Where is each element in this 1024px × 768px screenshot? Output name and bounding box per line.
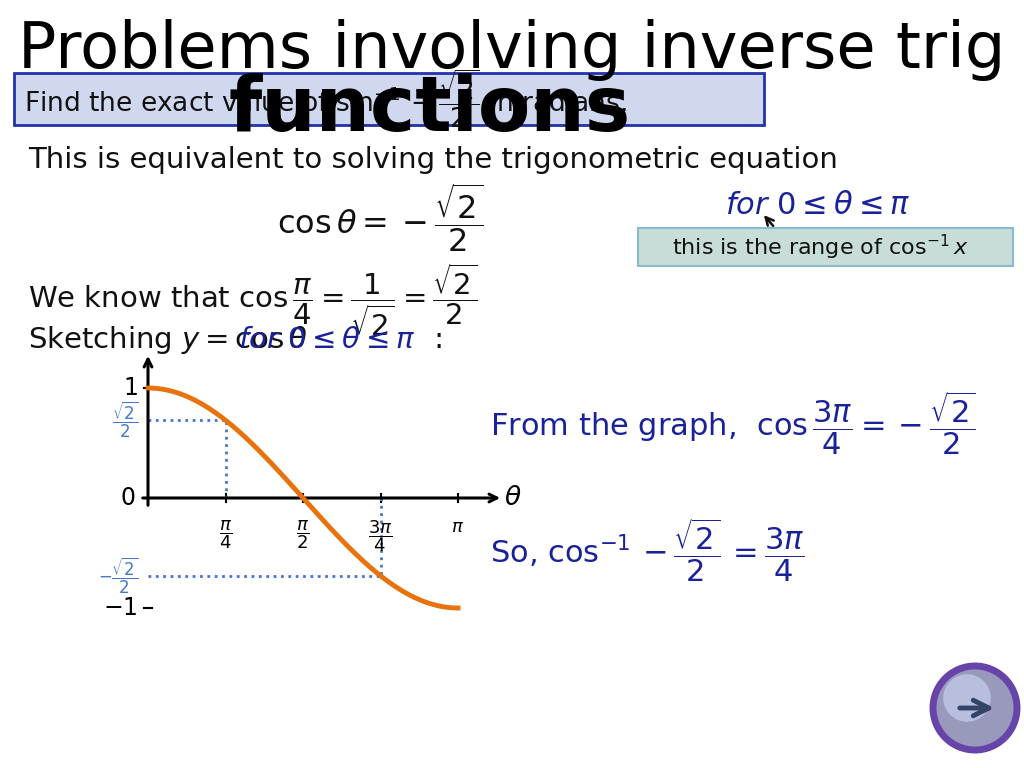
Circle shape bbox=[936, 669, 1014, 747]
Text: $\dfrac{\sqrt{2}}{2}$: $\dfrac{\sqrt{2}}{2}$ bbox=[112, 400, 138, 440]
Circle shape bbox=[944, 675, 990, 721]
Text: Problems involving inverse trig: Problems involving inverse trig bbox=[18, 19, 1006, 81]
Text: Find the exact value of $\sin^{-1}-\dfrac{\sqrt{2}}{2}$ in radians.: Find the exact value of $\sin^{-1}-\dfra… bbox=[24, 68, 627, 131]
Text: for $0 \leq \theta \leq \pi$: for $0 \leq \theta \leq \pi$ bbox=[238, 326, 415, 354]
Text: this is the range of $\cos^{-1}x$: this is the range of $\cos^{-1}x$ bbox=[672, 233, 969, 262]
Text: $-1$: $-1$ bbox=[103, 596, 138, 620]
Text: for $0 \leq \theta \leq \pi$: for $0 \leq \theta \leq \pi$ bbox=[725, 191, 910, 220]
FancyBboxPatch shape bbox=[638, 228, 1013, 266]
Text: We know that $\cos\dfrac{\pi}{4} = \dfrac{1}{\sqrt{2}} = \dfrac{\sqrt{2}}{2}$: We know that $\cos\dfrac{\pi}{4} = \dfra… bbox=[28, 262, 477, 339]
Text: :: : bbox=[425, 326, 444, 354]
Text: So, $\cos^{-1}-\dfrac{\sqrt{2}}{2}\, = \dfrac{3\pi}{4}$: So, $\cos^{-1}-\dfrac{\sqrt{2}}{2}\, = \… bbox=[490, 516, 805, 584]
Text: $\theta$: $\theta$ bbox=[504, 485, 522, 511]
Text: 0: 0 bbox=[121, 486, 136, 510]
Text: 1: 1 bbox=[123, 376, 138, 400]
Text: $\dfrac{\pi}{2}$: $\dfrac{\pi}{2}$ bbox=[296, 518, 309, 551]
Text: $\cos\theta = -\dfrac{\sqrt{2}}{2}$: $\cos\theta = -\dfrac{\sqrt{2}}{2}$ bbox=[276, 181, 483, 254]
Text: $-\dfrac{\sqrt{2}}{2}$: $-\dfrac{\sqrt{2}}{2}$ bbox=[97, 556, 138, 596]
Text: Sketching $y = \cos\theta$: Sketching $y = \cos\theta$ bbox=[28, 324, 308, 356]
Text: functions: functions bbox=[229, 73, 631, 147]
Text: $\dfrac{\pi}{4}$: $\dfrac{\pi}{4}$ bbox=[219, 518, 232, 551]
Text: This is equivalent to solving the trigonometric equation: This is equivalent to solving the trigon… bbox=[28, 146, 838, 174]
Text: $\pi$: $\pi$ bbox=[452, 518, 465, 536]
Text: $\dfrac{3\pi}{4}$: $\dfrac{3\pi}{4}$ bbox=[369, 518, 393, 554]
FancyBboxPatch shape bbox=[14, 73, 764, 125]
Text: From the graph,  $\cos\dfrac{3\pi}{4} = -\dfrac{\sqrt{2}}{2}$: From the graph, $\cos\dfrac{3\pi}{4} = -… bbox=[490, 389, 975, 457]
